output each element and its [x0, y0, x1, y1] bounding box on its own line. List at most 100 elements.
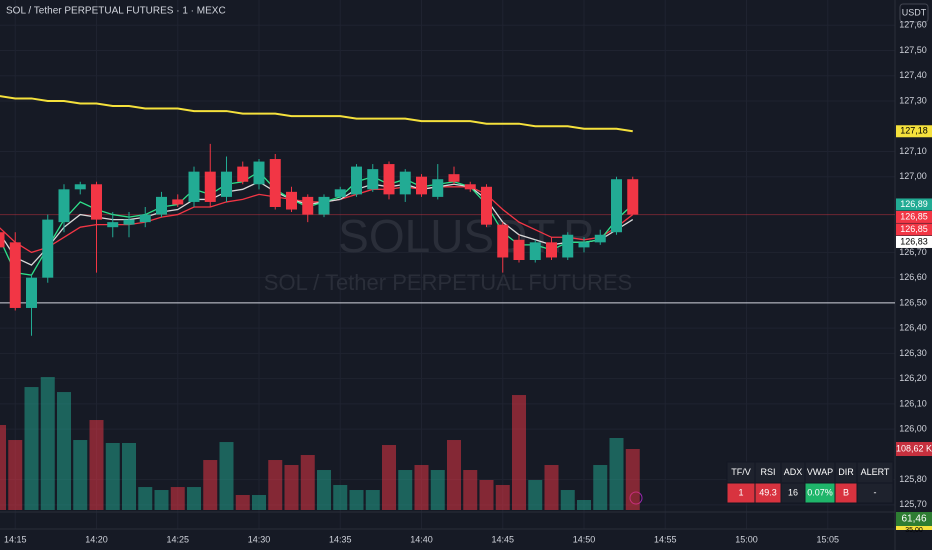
price-tag	[896, 198, 932, 211]
volume-bar	[235, 495, 250, 510]
volume-bar	[57, 392, 71, 510]
volume-bar	[300, 455, 315, 510]
y-tick-label: 126,10	[899, 398, 927, 408]
volume-bar	[560, 490, 575, 510]
candle-body	[578, 242, 590, 248]
x-tick-label: 14:40	[410, 534, 433, 544]
candle-body	[367, 169, 379, 190]
table-value: 1	[738, 487, 743, 497]
x-tick-label: 14:20	[85, 534, 108, 544]
candle-body	[399, 171, 411, 195]
price-tag-label: 126,85	[900, 224, 928, 234]
table-cell	[856, 482, 894, 504]
x-tick-label: 14:50	[573, 534, 596, 544]
volume-bar	[593, 465, 608, 510]
candle-body	[627, 179, 639, 215]
candle-body	[237, 166, 249, 182]
price-tag	[896, 210, 932, 223]
volume-bar	[365, 490, 380, 510]
candle-body	[42, 219, 54, 278]
candle-body	[139, 214, 151, 223]
line-series	[0, 95, 633, 133]
candle-body	[481, 186, 492, 225]
table-value: 49.3	[759, 487, 777, 497]
x-tick-label: 14:35	[329, 534, 352, 544]
volume-bar	[414, 465, 429, 510]
candle-body	[156, 196, 167, 215]
candle-body	[58, 189, 70, 223]
candle-body	[26, 277, 37, 308]
candle-body	[107, 222, 119, 228]
y-tick-label: 127,50	[899, 45, 927, 55]
volume-tag-label: 108,62 K	[896, 443, 932, 453]
x-tick-label: 14:25	[166, 534, 189, 544]
volume-bar	[495, 485, 510, 510]
candle-body	[91, 184, 102, 220]
volume-bar	[528, 480, 543, 510]
y-tick-label: 126,40	[899, 323, 927, 333]
x-tick-label: 14:30	[248, 534, 271, 544]
candle-body	[302, 196, 314, 215]
price-tag	[896, 125, 932, 138]
volume-bar	[512, 395, 526, 510]
line-series	[0, 181, 634, 266]
volume-bar	[268, 460, 283, 510]
candle-body	[448, 174, 460, 182]
volume-tag	[896, 441, 932, 456]
candle-body	[269, 159, 281, 207]
indicator-tag	[896, 512, 932, 526]
volume-bar	[170, 487, 185, 510]
candle-body	[172, 199, 184, 205]
volume-bar	[203, 460, 218, 510]
y-tick-label: 125,80	[899, 474, 927, 484]
candle-body	[464, 184, 476, 190]
volume-bar	[252, 495, 266, 510]
volume-bar	[382, 445, 396, 510]
y-tick-label: 126,00	[899, 424, 927, 434]
y-tick-label: 127,40	[899, 70, 927, 80]
y-tick-label: 127,10	[899, 146, 927, 156]
candle-body	[529, 242, 541, 260]
volume-bar	[317, 470, 331, 510]
table-value: B	[843, 487, 849, 497]
table-header: RSI	[760, 467, 775, 477]
volume-bar	[73, 440, 88, 510]
price-tag-label: 126,89	[900, 199, 928, 209]
price-tag-label: 126,85	[900, 211, 928, 221]
candle-body	[497, 224, 509, 258]
volume-bar	[40, 377, 55, 510]
price-tag-label: 126,83	[900, 236, 928, 246]
volume-bar	[138, 487, 153, 510]
y-tick-label: 125,70	[899, 499, 927, 509]
table-header: VWAP	[807, 467, 833, 477]
volume-bar	[154, 490, 169, 510]
volume-bar	[544, 465, 559, 510]
table-header: ADX	[784, 467, 803, 477]
watermark-subtitle: SOL / Tether PERPETUAL FUTURES	[264, 270, 632, 295]
candle-body	[611, 179, 622, 233]
y-tick-label: 126,20	[899, 373, 927, 383]
candle-body	[253, 161, 265, 185]
volume-bar	[333, 485, 348, 510]
y-tick-label: 126,60	[899, 272, 927, 282]
candle-body	[416, 176, 427, 195]
indicator-tag-label: 61,46	[901, 514, 926, 525]
candle-body	[562, 234, 574, 258]
currency-button[interactable]	[899, 3, 929, 23]
table-value: 0.07%	[807, 487, 833, 497]
volume-bar	[625, 448, 640, 510]
candle-body	[123, 219, 135, 225]
volume-bar	[8, 440, 23, 510]
y-tick-label: 126,50	[899, 297, 927, 307]
table-value: 16	[788, 487, 798, 497]
line-series	[0, 170, 634, 276]
volume-bar	[105, 442, 120, 510]
candle-body	[318, 196, 330, 215]
chart-title: SOL / Tether PERPETUAL FUTURES · 1 · MEX…	[6, 6, 226, 17]
candle-body	[204, 171, 216, 202]
x-tick-label: 14:45	[491, 534, 514, 544]
volume-bar	[187, 487, 201, 510]
volume-bar	[609, 437, 624, 510]
